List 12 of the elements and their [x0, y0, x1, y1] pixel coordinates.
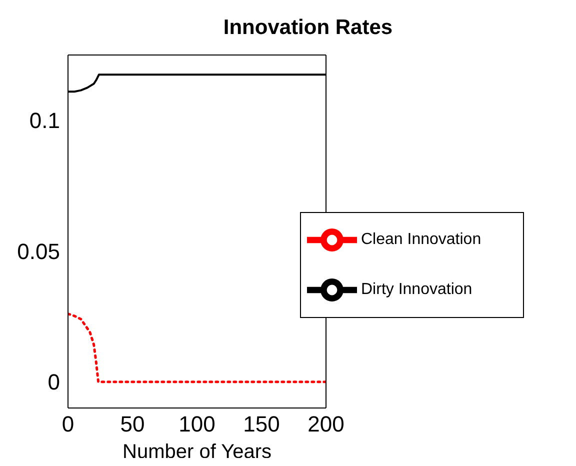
x-axis-title: Number of Years	[122, 441, 272, 463]
x-tick-label: 50	[120, 412, 145, 437]
x-tick-label: 200	[308, 412, 344, 437]
y-tick-label: 0.05	[17, 238, 60, 264]
legend-label: Clean Innovation	[361, 231, 482, 248]
x-tick-label: 100	[178, 412, 216, 437]
line-series	[68, 312, 326, 384]
legend-label: Dirty Innovation	[361, 281, 472, 298]
y-tick-label: 0.1	[29, 108, 60, 134]
x-tick-label: 150	[243, 412, 280, 437]
chart-title: Innovation Rates	[222, 15, 394, 41]
y-tick-label: 0	[48, 370, 60, 395]
